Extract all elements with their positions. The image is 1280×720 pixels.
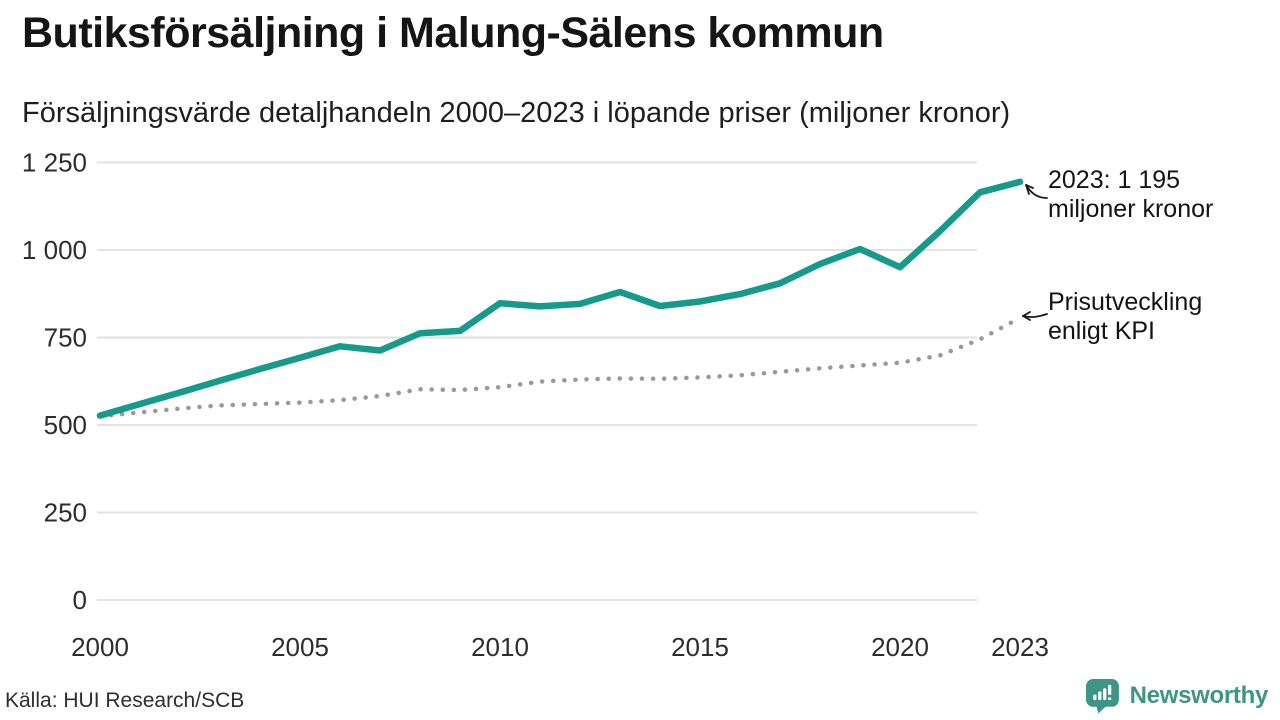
annotation-arrow-kpi xyxy=(1022,311,1048,321)
y-tick-label: 750 xyxy=(44,323,87,353)
x-axis-tick-labels: 2000 2005 2010 2015 2020 2023 xyxy=(71,632,1049,662)
y-tick-label: 0 xyxy=(73,585,87,615)
logo-exclamation-stem xyxy=(1107,684,1111,695)
logo-exclamation-dot xyxy=(1107,697,1111,701)
y-tick-label: 1 000 xyxy=(22,235,87,265)
newsworthy-logo: Newsworthy xyxy=(1085,677,1268,714)
x-tick-label: 2020 xyxy=(871,632,929,662)
newsworthy-logo-text: Newsworthy xyxy=(1129,681,1269,709)
x-tick-label: 2000 xyxy=(71,632,129,662)
y-axis-tick-labels: 0 250 500 750 1 000 1 250 xyxy=(22,148,87,616)
y-tick-label: 500 xyxy=(44,410,87,440)
annotation-arrow-retail xyxy=(1025,184,1048,199)
x-tick-label: 2010 xyxy=(471,632,529,662)
gridlines xyxy=(97,161,977,601)
y-tick-label: 250 xyxy=(44,498,87,528)
kpi-dotted-line xyxy=(97,315,1023,419)
annotation-retail-line1: 2023: 1 195 xyxy=(1048,166,1181,194)
x-tick-label: 2023 xyxy=(991,632,1049,662)
newsworthy-logo-icon xyxy=(1085,679,1119,714)
chart-title: Butiksförsäljning i Malung-Sälens kommun xyxy=(22,9,884,57)
logo-bar-1 xyxy=(1092,694,1097,701)
annotation-retail-2023: 2023: 1 195 miljoner kronor xyxy=(1048,166,1213,224)
source-note: Källa: HUI Research/SCB xyxy=(5,689,245,712)
x-tick-label: 2005 xyxy=(271,632,329,662)
annotation-kpi: Prisutveckling enligt KPI xyxy=(1048,288,1202,346)
retail-sales-line xyxy=(96,178,1024,419)
annotation-kpi-line2: enligt KPI xyxy=(1048,317,1156,345)
annotation-retail-line2: miljoner kronor xyxy=(1048,195,1214,223)
x-tick-label: 2015 xyxy=(671,632,729,662)
logo-bar-3 xyxy=(1102,688,1107,701)
annotation-kpi-line1: Prisutveckling xyxy=(1048,288,1203,316)
chart-subtitle: Försäljningsvärde detaljhandeln 2000–202… xyxy=(22,97,1011,129)
logo-bar-2 xyxy=(1097,691,1102,701)
y-tick-label: 1 250 xyxy=(22,148,87,178)
